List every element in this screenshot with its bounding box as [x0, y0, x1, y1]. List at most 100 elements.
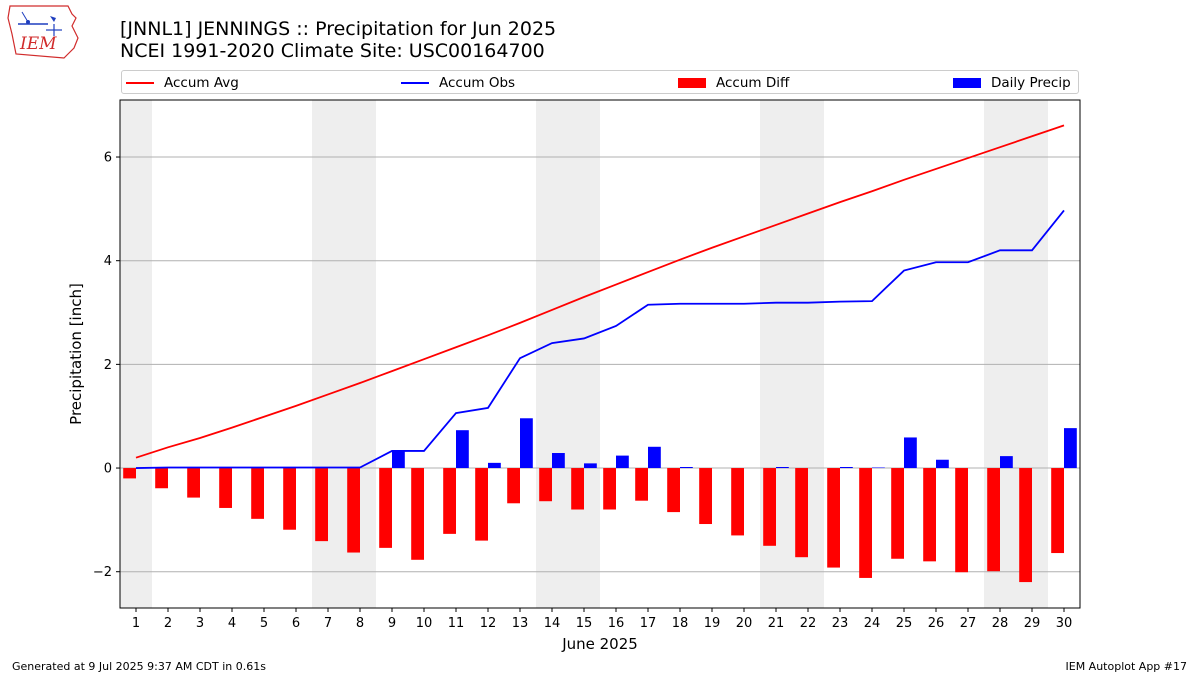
legend-item-accum-obs: Accum Obs: [401, 74, 515, 91]
legend-label-accum-diff: Accum Diff: [716, 74, 790, 91]
daily-precip-bar: [168, 467, 181, 469]
accum-diff-bar: [731, 468, 744, 536]
accum-obs-line: [135, 209, 1065, 469]
chart-title: [JNNL1] JENNINGS :: Precipitation for Ju…: [120, 18, 557, 40]
accum-diff-bar: [315, 468, 328, 542]
accum-diff-bar: [507, 468, 520, 504]
x-tick-label: 24: [864, 616, 881, 631]
x-tick-label: 4: [228, 616, 236, 631]
accum-diff-bar: [283, 468, 296, 530]
x-tick-label: 20: [736, 616, 753, 631]
x-tick-label: 16: [608, 616, 625, 631]
y-tick-label: 2: [104, 358, 112, 373]
accum-diff-bar: [155, 468, 168, 489]
daily-precip-bar: [872, 467, 885, 469]
accum-diff-bar: [891, 468, 904, 559]
accum-diff-bar: [443, 468, 456, 534]
legend-label-accum-avg: Accum Avg: [164, 74, 239, 91]
y-tick-label: −2: [93, 565, 112, 580]
x-tick-label: 18: [672, 616, 689, 631]
accum-diff-bar: [1051, 468, 1064, 554]
legend-label-daily-precip: Daily Precip: [991, 74, 1071, 91]
accum-diff-bar: [859, 468, 872, 578]
y-axis-label: Precipitation [inch]: [67, 283, 85, 425]
x-tick-label: 10: [416, 616, 433, 631]
accum-diff-bar: [987, 468, 1000, 572]
daily-precip-bar: [904, 437, 917, 469]
weekend-band-4: [760, 100, 824, 608]
accum-diff-bar: [571, 468, 584, 510]
x-tick-label: 3: [196, 616, 204, 631]
x-tick-label: 13: [512, 616, 529, 631]
accum-diff-bar: [827, 468, 840, 568]
weekend-band-1: [120, 100, 152, 608]
accum-diff-bar: [251, 468, 264, 519]
x-tick-label: 9: [388, 616, 396, 631]
daily-precip-bar: [584, 463, 597, 469]
daily-precip-bar: [936, 459, 949, 469]
daily-precip-bar: [488, 462, 501, 469]
accum-diff-bar: [923, 468, 936, 562]
x-tick-label: 17: [640, 616, 657, 631]
footer-app: IEM Autoplot App #17: [1065, 660, 1188, 673]
accum-diff-bar: [699, 468, 712, 525]
x-tick-label: 30: [1056, 616, 1073, 631]
accum-diff-bar: [411, 468, 424, 560]
daily-precip-bar: [1000, 456, 1013, 469]
x-tick-label: 15: [576, 616, 593, 631]
y-tick-label: 4: [104, 254, 112, 269]
x-tick-label: 29: [1024, 616, 1041, 631]
x-tick-label: 8: [356, 616, 364, 631]
daily-precip-bar: [1064, 428, 1077, 469]
legend-swatch-accum-avg: [126, 81, 154, 84]
chart-subtitle: NCEI 1991-2020 Climate Site: USC00164700: [120, 40, 545, 62]
x-tick-label: 12: [480, 616, 497, 631]
x-tick-label: 2: [164, 616, 172, 631]
iem-logo-text: IEM: [20, 34, 57, 54]
x-tick-label: 5: [260, 616, 268, 631]
legend: Accum Avg Accum Obs Accum Diff Daily Pre…: [121, 70, 1079, 94]
weekend-band-2: [312, 100, 376, 608]
y-tick-label: 6: [104, 151, 112, 166]
x-tick-label: 22: [800, 616, 817, 631]
x-axis-label: June 2025: [561, 635, 638, 653]
x-tick-label: 28: [992, 616, 1009, 631]
accum-diff-bar: [347, 468, 360, 553]
plot-frame: [119, 99, 1081, 609]
daily-precip-bar: [552, 453, 565, 469]
accum-diff-bar: [1019, 468, 1032, 583]
x-tick-label: 1: [132, 616, 140, 631]
legend-swatch-daily-precip: [953, 77, 981, 88]
accum-diff-bar: [603, 468, 616, 510]
daily-precip-bar: [840, 467, 853, 469]
y-tick-label: 0: [104, 462, 112, 477]
x-tick-label: 23: [832, 616, 849, 631]
daily-precip-bar: [776, 467, 789, 469]
accum-avg-line: [135, 124, 1065, 459]
legend-item-accum-diff: Accum Diff: [678, 74, 789, 91]
daily-precip-bar: [648, 446, 661, 469]
x-tick-label: 11: [448, 616, 465, 631]
x-tick-label: 19: [704, 616, 721, 631]
accum-diff-bar: [955, 468, 968, 573]
iem-logo: [7, 5, 79, 59]
legend-swatch-accum-diff: [678, 77, 706, 88]
daily-precip-bar: [392, 451, 405, 469]
legend-item-daily-precip: Daily Precip: [953, 74, 1071, 91]
daily-precip-bar: [456, 430, 469, 469]
legend-item-accum-avg: Accum Avg: [126, 74, 239, 91]
legend-label-accum-obs: Accum Obs: [439, 74, 516, 91]
accum-diff-bar: [539, 468, 552, 502]
legend-swatch-accum-obs: [401, 81, 429, 84]
footer-generated: Generated at 9 Jul 2025 9:37 AM CDT in 0…: [12, 660, 266, 673]
accum-diff-bar: [187, 468, 200, 498]
x-tick-label: 6: [292, 616, 300, 631]
x-tick-label: 7: [324, 616, 332, 631]
accum-diff-bar: [379, 468, 392, 548]
weekend-band-5: [984, 100, 1048, 608]
x-tick-label: 14: [544, 616, 561, 631]
x-tick-label: 27: [960, 616, 977, 631]
accum-diff-bar: [667, 468, 680, 513]
daily-precip-bar: [616, 455, 629, 469]
accum-diff-bar: [795, 468, 808, 558]
